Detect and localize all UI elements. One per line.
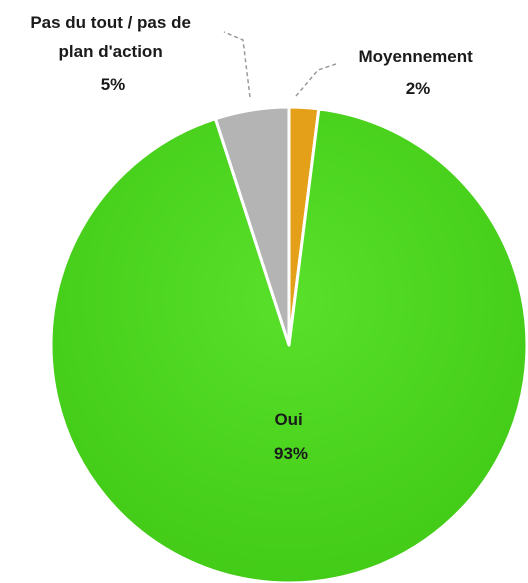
leader-lines: [223, 31, 337, 98]
slice-label-oui-name: Oui: [274, 410, 302, 429]
leader-line-moyennement: [295, 63, 337, 97]
slice-label-moyennement: Moyennement 2%: [358, 47, 477, 98]
slice-label-oui: Oui 93%: [274, 410, 308, 463]
slice-label-moyennement-name: Moyennement: [358, 47, 473, 66]
leader-line-pas-du-tout: [223, 31, 251, 98]
slice-label-pas-du-tout-line2: plan d'action: [59, 42, 163, 61]
slice-label-pas-du-tout: Pas du tout / pas de plan d'action 5%: [30, 13, 195, 94]
slice-label-moyennement-value: 2%: [406, 79, 431, 98]
pie-slices: [49, 105, 528, 583]
slice-label-oui-value: 93%: [274, 444, 308, 463]
pie-slice-pas-du-tout-pas-de-plan-d-action: [213, 105, 291, 347]
slice-label-pas-du-tout-value: 5%: [101, 75, 126, 94]
slice-label-pas-du-tout-line1: Pas du tout / pas de: [30, 13, 191, 32]
